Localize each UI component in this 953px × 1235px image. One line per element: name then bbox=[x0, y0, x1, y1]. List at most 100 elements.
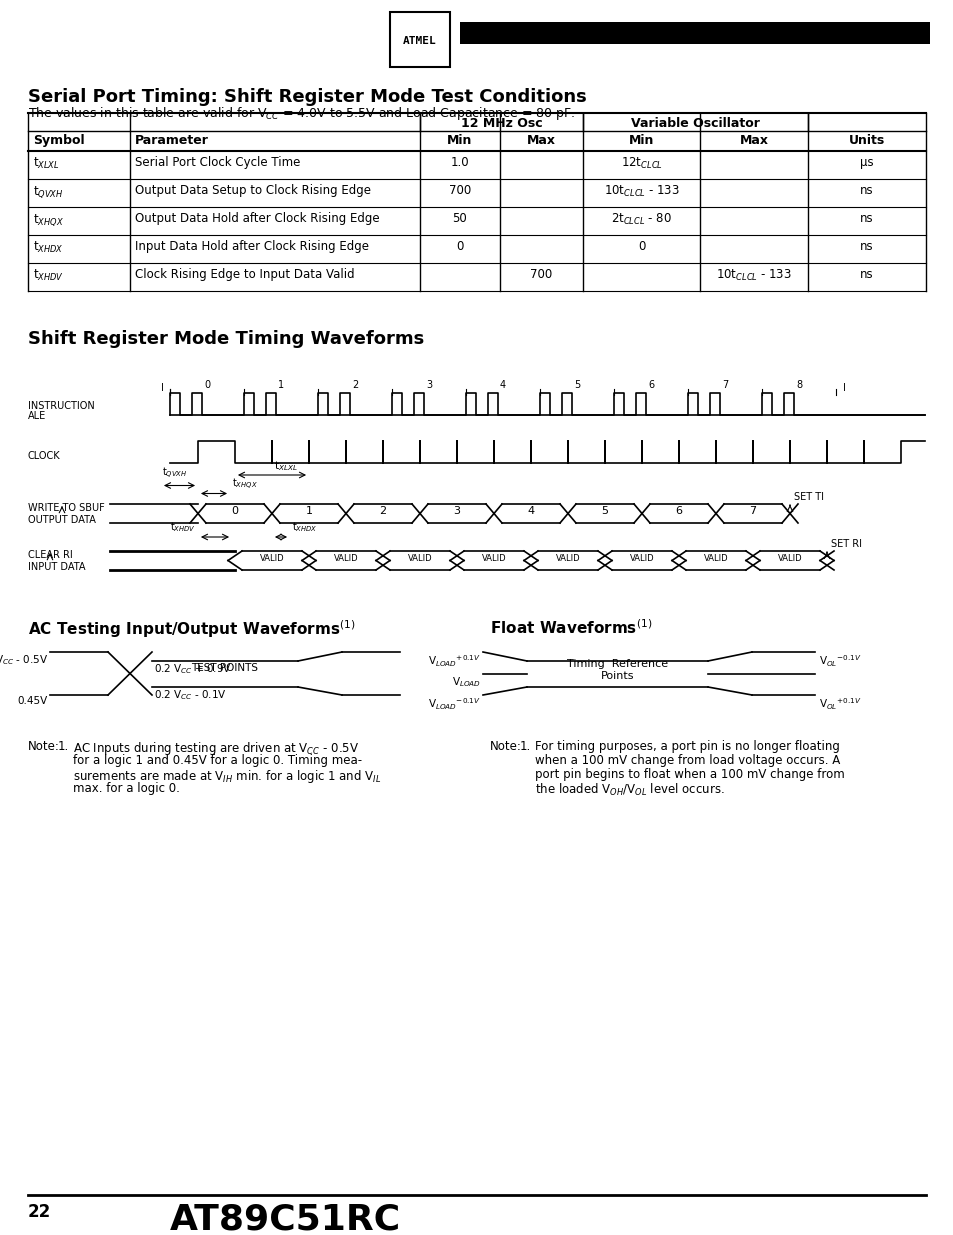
Text: t$_{XHDX}$: t$_{XHDX}$ bbox=[292, 520, 317, 534]
Text: Timing  Reference
Points: Timing Reference Points bbox=[566, 659, 667, 680]
Text: 2t$_{CLCL}$ - 80: 2t$_{CLCL}$ - 80 bbox=[610, 212, 671, 227]
Text: SET TI: SET TI bbox=[793, 492, 823, 501]
Text: t$_{XHQX}$: t$_{XHQX}$ bbox=[232, 477, 257, 492]
Text: 6: 6 bbox=[675, 506, 681, 516]
Text: AC Testing Input/Output Waveforms$^{(1)}$: AC Testing Input/Output Waveforms$^{(1)}… bbox=[28, 618, 355, 640]
Text: Serial Port Clock Cycle Time: Serial Port Clock Cycle Time bbox=[135, 156, 300, 169]
Text: 12t$_{CLCL}$: 12t$_{CLCL}$ bbox=[619, 156, 661, 172]
Text: t$_{QVXH}$: t$_{QVXH}$ bbox=[33, 184, 64, 200]
Text: V$_{OL}$$^{+ 0.1V}$: V$_{OL}$$^{+ 0.1V}$ bbox=[818, 697, 861, 711]
Text: 1.0: 1.0 bbox=[450, 156, 469, 169]
Text: t$_{XHQX}$: t$_{XHQX}$ bbox=[33, 212, 64, 227]
Text: 1: 1 bbox=[305, 506, 313, 516]
Text: 1: 1 bbox=[277, 380, 284, 390]
Text: for a logic 1 and 0.45V for a logic 0. Timing mea-: for a logic 1 and 0.45V for a logic 0. T… bbox=[73, 755, 362, 767]
Text: 0.45V: 0.45V bbox=[18, 697, 48, 706]
Text: 6: 6 bbox=[647, 380, 654, 390]
Text: TEST POINTS: TEST POINTS bbox=[192, 663, 258, 673]
Text: Parameter: Parameter bbox=[135, 135, 209, 147]
Text: 8: 8 bbox=[795, 380, 801, 390]
Text: 2: 2 bbox=[379, 506, 386, 516]
Text: 7: 7 bbox=[749, 506, 756, 516]
Text: 0.2 V$_{CC}$ + 0.9V: 0.2 V$_{CC}$ + 0.9V bbox=[153, 662, 232, 676]
Text: CLOCK: CLOCK bbox=[28, 451, 61, 461]
Text: t$_{XLXL}$: t$_{XLXL}$ bbox=[274, 459, 297, 473]
Text: ns: ns bbox=[860, 184, 873, 198]
Text: 700: 700 bbox=[530, 268, 552, 282]
Text: Symbol: Symbol bbox=[33, 135, 85, 147]
Text: INPUT DATA: INPUT DATA bbox=[28, 562, 86, 572]
Text: 10t$_{CLCL}$ - 133: 10t$_{CLCL}$ - 133 bbox=[716, 268, 791, 283]
Text: VALID: VALID bbox=[407, 555, 432, 563]
Text: 5: 5 bbox=[574, 380, 579, 390]
Text: Max: Max bbox=[526, 135, 556, 147]
Text: t$_{QVXH}$: t$_{QVXH}$ bbox=[162, 466, 188, 480]
Text: t$_{XLXL}$: t$_{XLXL}$ bbox=[33, 156, 60, 172]
Text: Min: Min bbox=[628, 135, 654, 147]
Text: VALID: VALID bbox=[334, 555, 358, 563]
Text: Output Data Setup to Clock Rising Edge: Output Data Setup to Clock Rising Edge bbox=[135, 184, 371, 198]
Text: WRITE TO SBUF: WRITE TO SBUF bbox=[28, 503, 105, 513]
Text: 1.: 1. bbox=[58, 740, 70, 753]
Text: Shift Register Mode Timing Waveforms: Shift Register Mode Timing Waveforms bbox=[28, 330, 424, 348]
Text: I: I bbox=[841, 383, 844, 393]
Text: For timing purposes, a port pin is no longer floating: For timing purposes, a port pin is no lo… bbox=[535, 740, 839, 753]
Text: Units: Units bbox=[848, 135, 884, 147]
Text: ATMEL: ATMEL bbox=[403, 37, 436, 47]
Text: VALID: VALID bbox=[703, 555, 727, 563]
Text: μs: μs bbox=[860, 156, 873, 169]
Text: VALID: VALID bbox=[777, 555, 801, 563]
Text: max. for a logic 0.: max. for a logic 0. bbox=[73, 782, 180, 795]
Text: V$_{LOAD}$$^{+ 0.1V}$: V$_{LOAD}$$^{+ 0.1V}$ bbox=[428, 653, 480, 668]
Text: Min: Min bbox=[447, 135, 472, 147]
Text: 7: 7 bbox=[721, 380, 727, 390]
Text: 10t$_{CLCL}$ - 133: 10t$_{CLCL}$ - 133 bbox=[603, 184, 679, 199]
Text: surements are made at V$_{IH}$ min. for a logic 1 and V$_{IL}$: surements are made at V$_{IH}$ min. for … bbox=[73, 768, 381, 785]
Text: ns: ns bbox=[860, 212, 873, 225]
Text: The values in this table are valid for V$_{CC}$ = 4.0V to 5.5V and Load Capacita: The values in this table are valid for V… bbox=[28, 105, 575, 122]
Text: 1.: 1. bbox=[519, 740, 531, 753]
Text: 50: 50 bbox=[452, 212, 467, 225]
Bar bbox=[459, 22, 929, 44]
Text: 12 MHz Osc: 12 MHz Osc bbox=[460, 117, 541, 130]
Text: t$_{XHDV}$: t$_{XHDV}$ bbox=[33, 268, 64, 283]
Text: Max: Max bbox=[739, 135, 768, 147]
Text: I: I bbox=[160, 383, 163, 393]
Text: 4: 4 bbox=[527, 506, 534, 516]
Text: INSTRUCTION: INSTRUCTION bbox=[28, 401, 94, 411]
Text: 0: 0 bbox=[204, 380, 210, 390]
Text: OUTPUT DATA: OUTPUT DATA bbox=[28, 515, 95, 525]
Text: Variable Oscillator: Variable Oscillator bbox=[630, 117, 760, 130]
Text: Float Waveforms$^{(1)}$: Float Waveforms$^{(1)}$ bbox=[490, 618, 652, 637]
Text: when a 100 mV change from load voltage occurs. A: when a 100 mV change from load voltage o… bbox=[535, 755, 840, 767]
Text: 22: 22 bbox=[28, 1203, 51, 1221]
Text: VALID: VALID bbox=[259, 555, 284, 563]
Text: 2: 2 bbox=[352, 380, 357, 390]
Text: Serial Port Timing: Shift Register Mode Test Conditions: Serial Port Timing: Shift Register Mode … bbox=[28, 88, 586, 106]
Text: V$_{LOAD}$: V$_{LOAD}$ bbox=[452, 676, 480, 689]
Text: VALID: VALID bbox=[629, 555, 654, 563]
Text: 700: 700 bbox=[449, 184, 471, 198]
Text: Note:: Note: bbox=[490, 740, 521, 753]
Text: 4: 4 bbox=[499, 380, 505, 390]
Text: ns: ns bbox=[860, 268, 873, 282]
Text: CLEAR RI: CLEAR RI bbox=[28, 550, 72, 559]
Text: 5: 5 bbox=[601, 506, 608, 516]
Text: VALID: VALID bbox=[481, 555, 506, 563]
Text: 0: 0 bbox=[638, 240, 644, 253]
Text: SET RI: SET RI bbox=[830, 538, 862, 550]
Text: AT89C51RC: AT89C51RC bbox=[170, 1203, 400, 1235]
Text: 0.2 V$_{CC}$ - 0.1V: 0.2 V$_{CC}$ - 0.1V bbox=[153, 688, 227, 701]
Text: ALE: ALE bbox=[28, 411, 46, 421]
Text: 3: 3 bbox=[425, 380, 432, 390]
Text: t$_{XHDV}$: t$_{XHDV}$ bbox=[170, 520, 195, 534]
Text: port pin begins to float when a 100 mV change from: port pin begins to float when a 100 mV c… bbox=[535, 768, 843, 781]
Text: ns: ns bbox=[860, 240, 873, 253]
Text: t$_{XHDX}$: t$_{XHDX}$ bbox=[33, 240, 64, 256]
Text: Note:: Note: bbox=[28, 740, 60, 753]
Text: Output Data Hold after Clock Rising Edge: Output Data Hold after Clock Rising Edge bbox=[135, 212, 379, 225]
Text: 0: 0 bbox=[232, 506, 238, 516]
Text: V$_{LOAD}$$^{- 0.1V}$: V$_{LOAD}$$^{- 0.1V}$ bbox=[428, 697, 480, 711]
Text: V$_{CC}$ - 0.5V: V$_{CC}$ - 0.5V bbox=[0, 653, 48, 667]
Text: VALID: VALID bbox=[555, 555, 579, 563]
